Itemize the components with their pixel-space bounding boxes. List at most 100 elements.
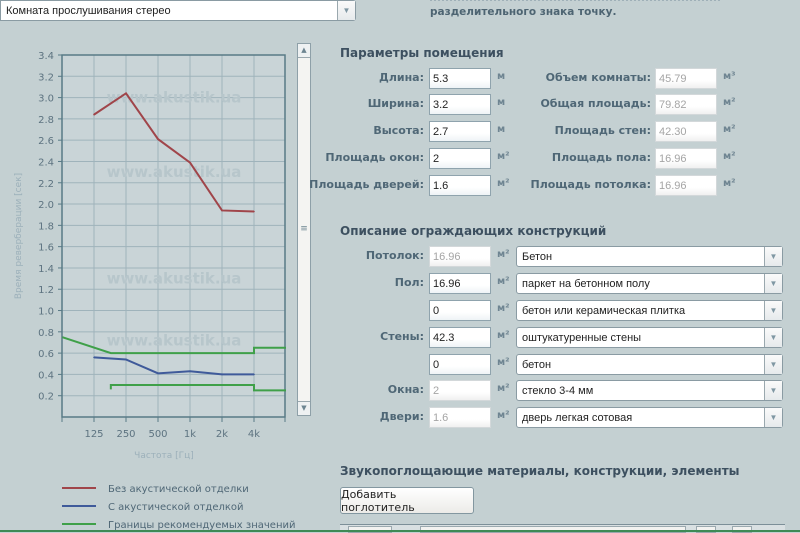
x-tick-label: 500 xyxy=(148,429,167,440)
computed-label: Площадь потолка: xyxy=(530,178,651,191)
material-value: паркет на бетонном полу xyxy=(522,277,650,290)
recommended-lower-line xyxy=(109,384,286,392)
y-tick-label: 3.4 xyxy=(38,51,54,62)
structure-label: Пол: xyxy=(394,276,424,289)
computed-unit: м² xyxy=(723,124,736,135)
computed-label: Площадь пола: xyxy=(551,151,651,164)
series-line-with-treatment xyxy=(93,356,254,376)
scroll-down-icon[interactable]: ▼ xyxy=(298,401,310,415)
computed-unit: м² xyxy=(723,97,736,108)
param-label: Ширина: xyxy=(367,97,424,110)
x-tick-label: 4k xyxy=(248,429,260,440)
data-point xyxy=(221,209,223,212)
computed-unit: м² xyxy=(723,151,736,162)
computed-value: 45.79 xyxy=(655,68,717,89)
data-point xyxy=(221,373,223,376)
absorbers-title: Звукопоглощающие материалы, конструкции,… xyxy=(340,464,740,478)
structure-unit: м² xyxy=(497,276,510,287)
y-tick-label: 1.6 xyxy=(38,243,54,254)
structure-area-input[interactable]: 0 xyxy=(429,354,491,375)
chevron-down-icon[interactable]: ▼ xyxy=(764,355,782,374)
legend-label: Границы рекомендуемых значений xyxy=(108,520,296,531)
structure-label: Окна: xyxy=(387,383,424,396)
add-absorber-button[interactable]: Добавить поглотитель xyxy=(340,487,474,514)
structure-area-input[interactable]: 0 xyxy=(429,300,491,321)
y-tick-label: 1.2 xyxy=(38,285,54,296)
material-select[interactable]: оштукатуренные стены ▼ xyxy=(516,327,783,348)
data-point xyxy=(125,92,127,95)
param-label: Площадь дверей: xyxy=(309,178,424,191)
structure-area-input: 16.96 xyxy=(429,246,491,267)
param-label: Длина: xyxy=(379,71,424,84)
chevron-down-icon[interactable]: ▼ xyxy=(764,408,782,427)
param-input[interactable]: 1.6 xyxy=(429,175,491,196)
plot-area xyxy=(62,55,285,417)
chevron-down-icon[interactable]: ▼ xyxy=(764,247,782,266)
param-input[interactable]: 5.3 xyxy=(429,68,491,89)
series-line-no-treatment xyxy=(93,91,255,213)
material-select[interactable]: Бетон ▼ xyxy=(516,246,783,267)
chevron-down-icon[interactable]: ▼ xyxy=(764,301,782,320)
x-tick-label: 125 xyxy=(84,429,103,440)
y-tick-label: 2.4 xyxy=(38,157,54,168)
structure-area-input[interactable]: 42.3 xyxy=(429,327,491,348)
computed-label: Общая площадь: xyxy=(540,97,651,110)
y-tick-label: 0.6 xyxy=(38,349,54,360)
material-value: бетон или керамическая плитка xyxy=(522,304,686,317)
material-select[interactable]: бетон ▼ xyxy=(516,354,783,375)
chevron-down-icon[interactable]: ▼ xyxy=(764,274,782,293)
x-axis-label: Частота [Гц] xyxy=(134,451,194,461)
y-tick-label: 2.8 xyxy=(38,115,54,126)
computed-unit: м² xyxy=(723,178,736,189)
plot-frame xyxy=(61,54,286,418)
computed-label: Объем комнаты: xyxy=(545,71,651,84)
structure-area-input[interactable]: 16.96 xyxy=(429,273,491,294)
chevron-down-icon[interactable]: ▼ xyxy=(764,328,782,347)
material-select[interactable]: дверь легкая сотовая ▼ xyxy=(516,407,783,428)
material-select[interactable]: паркет на бетонном полу ▼ xyxy=(516,273,783,294)
computed-label: Площадь стен: xyxy=(554,124,651,137)
param-label: Высота: xyxy=(373,124,424,137)
material-select[interactable]: бетон или керамическая плитка ▼ xyxy=(516,300,783,321)
room-params-title: Параметры помещения xyxy=(340,46,504,60)
structure-area-input: 2 xyxy=(429,380,491,401)
data-point xyxy=(253,210,255,213)
data-point xyxy=(157,138,159,140)
legend-label: Без акустической отделки xyxy=(108,484,249,495)
param-input[interactable]: 3.2 xyxy=(429,94,491,115)
chevron-down-icon[interactable]: ▼ xyxy=(337,1,355,20)
scroll-grip-icon[interactable]: ≡ xyxy=(300,224,308,234)
data-point xyxy=(253,373,255,376)
y-tick-label: 2.6 xyxy=(38,136,54,147)
data-point xyxy=(93,356,95,359)
structure-unit: м² xyxy=(497,410,510,421)
structure-label: Двери: xyxy=(379,410,424,423)
chart-scrollbar[interactable]: ▲ ≡ ▼ xyxy=(297,43,311,416)
param-input[interactable]: 2 xyxy=(429,148,491,169)
data-point xyxy=(189,370,191,373)
chevron-down-icon[interactable]: ▼ xyxy=(764,381,782,400)
y-tick-label: 1.4 xyxy=(38,264,54,275)
computed-value: 16.96 xyxy=(655,175,717,196)
material-value: дверь легкая сотовая xyxy=(522,411,633,424)
scroll-up-icon[interactable]: ▲ xyxy=(298,44,310,58)
data-point xyxy=(93,113,95,116)
room-type-select[interactable]: Комната прослушивания стерео ▼ xyxy=(0,0,356,21)
param-unit: м xyxy=(497,71,506,82)
structure-unit: м² xyxy=(497,303,510,314)
watermark: www.akustik.ua xyxy=(107,331,242,349)
y-tick-label: 0.8 xyxy=(38,328,54,339)
y-tick-label: 1.8 xyxy=(38,221,54,232)
computed-value: 42.30 xyxy=(655,121,717,142)
computed-unit: м³ xyxy=(723,71,736,82)
legend-label: С акустической отделкой xyxy=(108,502,244,513)
data-point xyxy=(189,161,191,164)
reverb-chart: www.akustik.ua www.akustik.ua www.akustik.… xyxy=(14,51,296,531)
material-select[interactable]: стекло 3-4 мм ▼ xyxy=(516,380,783,401)
note-line: разделительного знака точку. xyxy=(430,6,617,18)
y-tick-label: 2.2 xyxy=(38,179,54,190)
y-tick-label: 0.2 xyxy=(38,392,54,403)
watermark: www.akustik.ua xyxy=(107,89,242,107)
y-tick-label: 3.2 xyxy=(38,72,54,83)
param-input[interactable]: 2.7 xyxy=(429,121,491,142)
